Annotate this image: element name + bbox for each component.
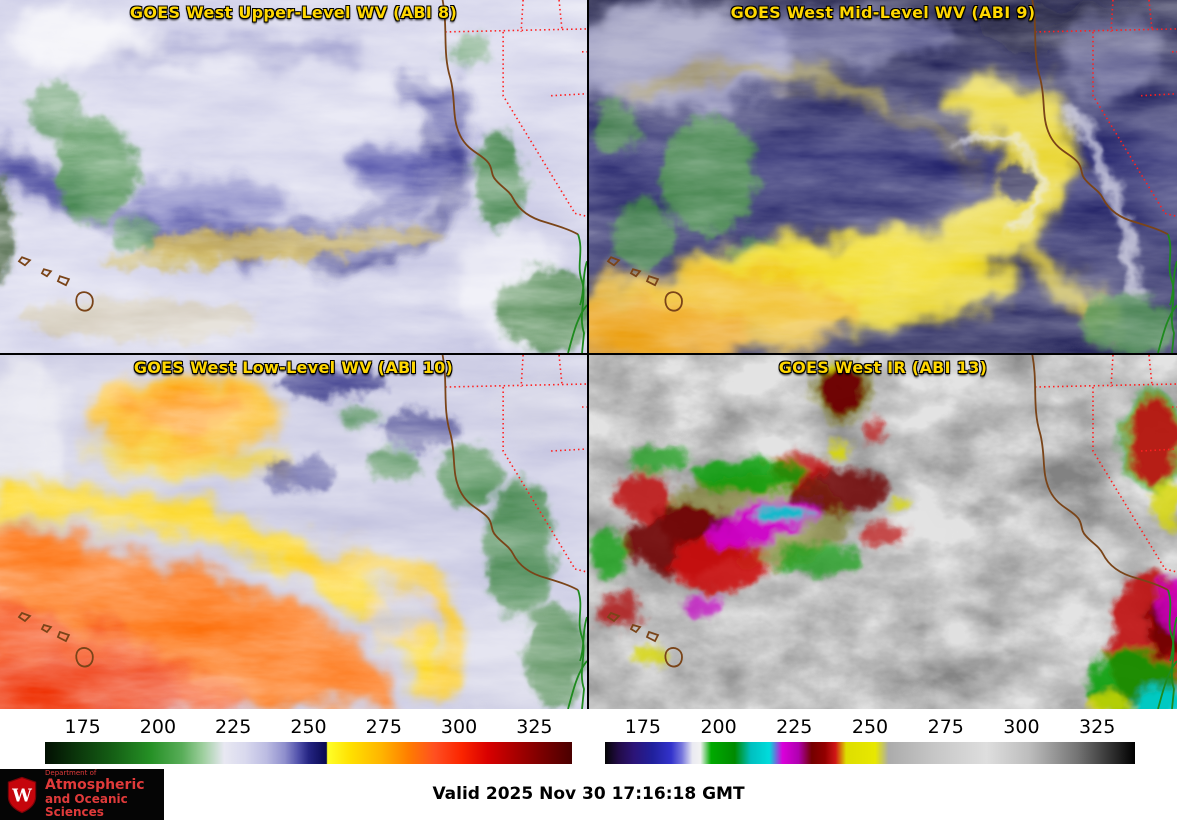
panel-title-ir: GOES West IR (ABI 13): [778, 358, 988, 377]
colorbar-row: 175 200 225 250 275 300 325 175 200 225 …: [0, 709, 1177, 769]
cloud-texture: [0, 355, 587, 709]
cloud-texture: [0, 0, 587, 353]
tick-label: 250: [851, 716, 889, 738]
panel-low-level-wv: GOES West Low-Level WV (ABI 10): [0, 355, 587, 709]
tick-label: 275: [365, 716, 402, 738]
enhanced-cold-tops: [591, 356, 1177, 709]
wv-colorbar: 175 200 225 250 275 300 325: [45, 709, 572, 769]
mid-level-wv-image: [589, 0, 1177, 353]
wv-colorbar-ticks: 175 200 225 250 275 300 325: [45, 709, 572, 742]
crest-letter: W: [11, 785, 32, 806]
low-level-wv-image: [0, 355, 587, 709]
tick-label: 175: [624, 716, 661, 738]
panel-mid-level-wv: GOES West Mid-Level WV (ABI 9): [589, 0, 1177, 353]
tick-label: 300: [440, 716, 478, 738]
panel-title-low-wv: GOES West Low-Level WV (ABI 10): [133, 358, 454, 377]
ir-colorbar-gradient: [605, 742, 1135, 764]
tick-label: 275: [927, 716, 964, 738]
tick-label: 200: [139, 716, 177, 738]
panel-ir: GOES West IR (ABI 13): [589, 355, 1177, 709]
tick-label: 325: [1079, 716, 1116, 738]
tick-label: 300: [1003, 716, 1040, 738]
footer: Valid 2025 Nov 30 17:16:18 GMT W Departm…: [0, 769, 1177, 820]
panel-grid: GOES West Upper-Level WV (ABI 8): [0, 0, 1177, 709]
ir-colorbar: 175 200 225 250 275 300 325: [605, 709, 1135, 769]
upper-level-wv-image: [0, 0, 587, 353]
logo-dept-prefix: Department of: [45, 769, 97, 778]
panel-title-mid-wv: GOES West Mid-Level WV (ABI 9): [730, 3, 1036, 22]
uw-crest-icon: W: [7, 776, 37, 813]
tick-label: 225: [776, 716, 813, 738]
logo-dept-line2: and Oceanic Sciences: [45, 791, 128, 819]
aos-department-logo: W Department of Atmospheric and Oceanic …: [0, 769, 164, 820]
cloud-texture: [589, 0, 1177, 353]
tick-label: 325: [516, 716, 553, 738]
tick-label: 200: [700, 716, 737, 738]
tick-label: 175: [64, 716, 101, 738]
logo-dept-line1: Atmospheric: [45, 776, 145, 793]
panel-upper-level-wv: GOES West Upper-Level WV (ABI 8): [0, 0, 587, 353]
tick-label: 250: [290, 716, 327, 738]
ir-colorbar-ticks: 175 200 225 250 275 300 325: [605, 709, 1135, 742]
ir-image: [589, 355, 1177, 709]
logo-text: Department of Atmospheric and Oceanic Sc…: [45, 770, 158, 819]
wv-colorbar-gradient: [45, 742, 572, 764]
valid-time: Valid 2025 Nov 30 17:16:18 GMT: [432, 784, 745, 804]
tick-label: 225: [215, 716, 252, 738]
panel-title-upper-wv: GOES West Upper-Level WV (ABI 8): [129, 3, 458, 22]
